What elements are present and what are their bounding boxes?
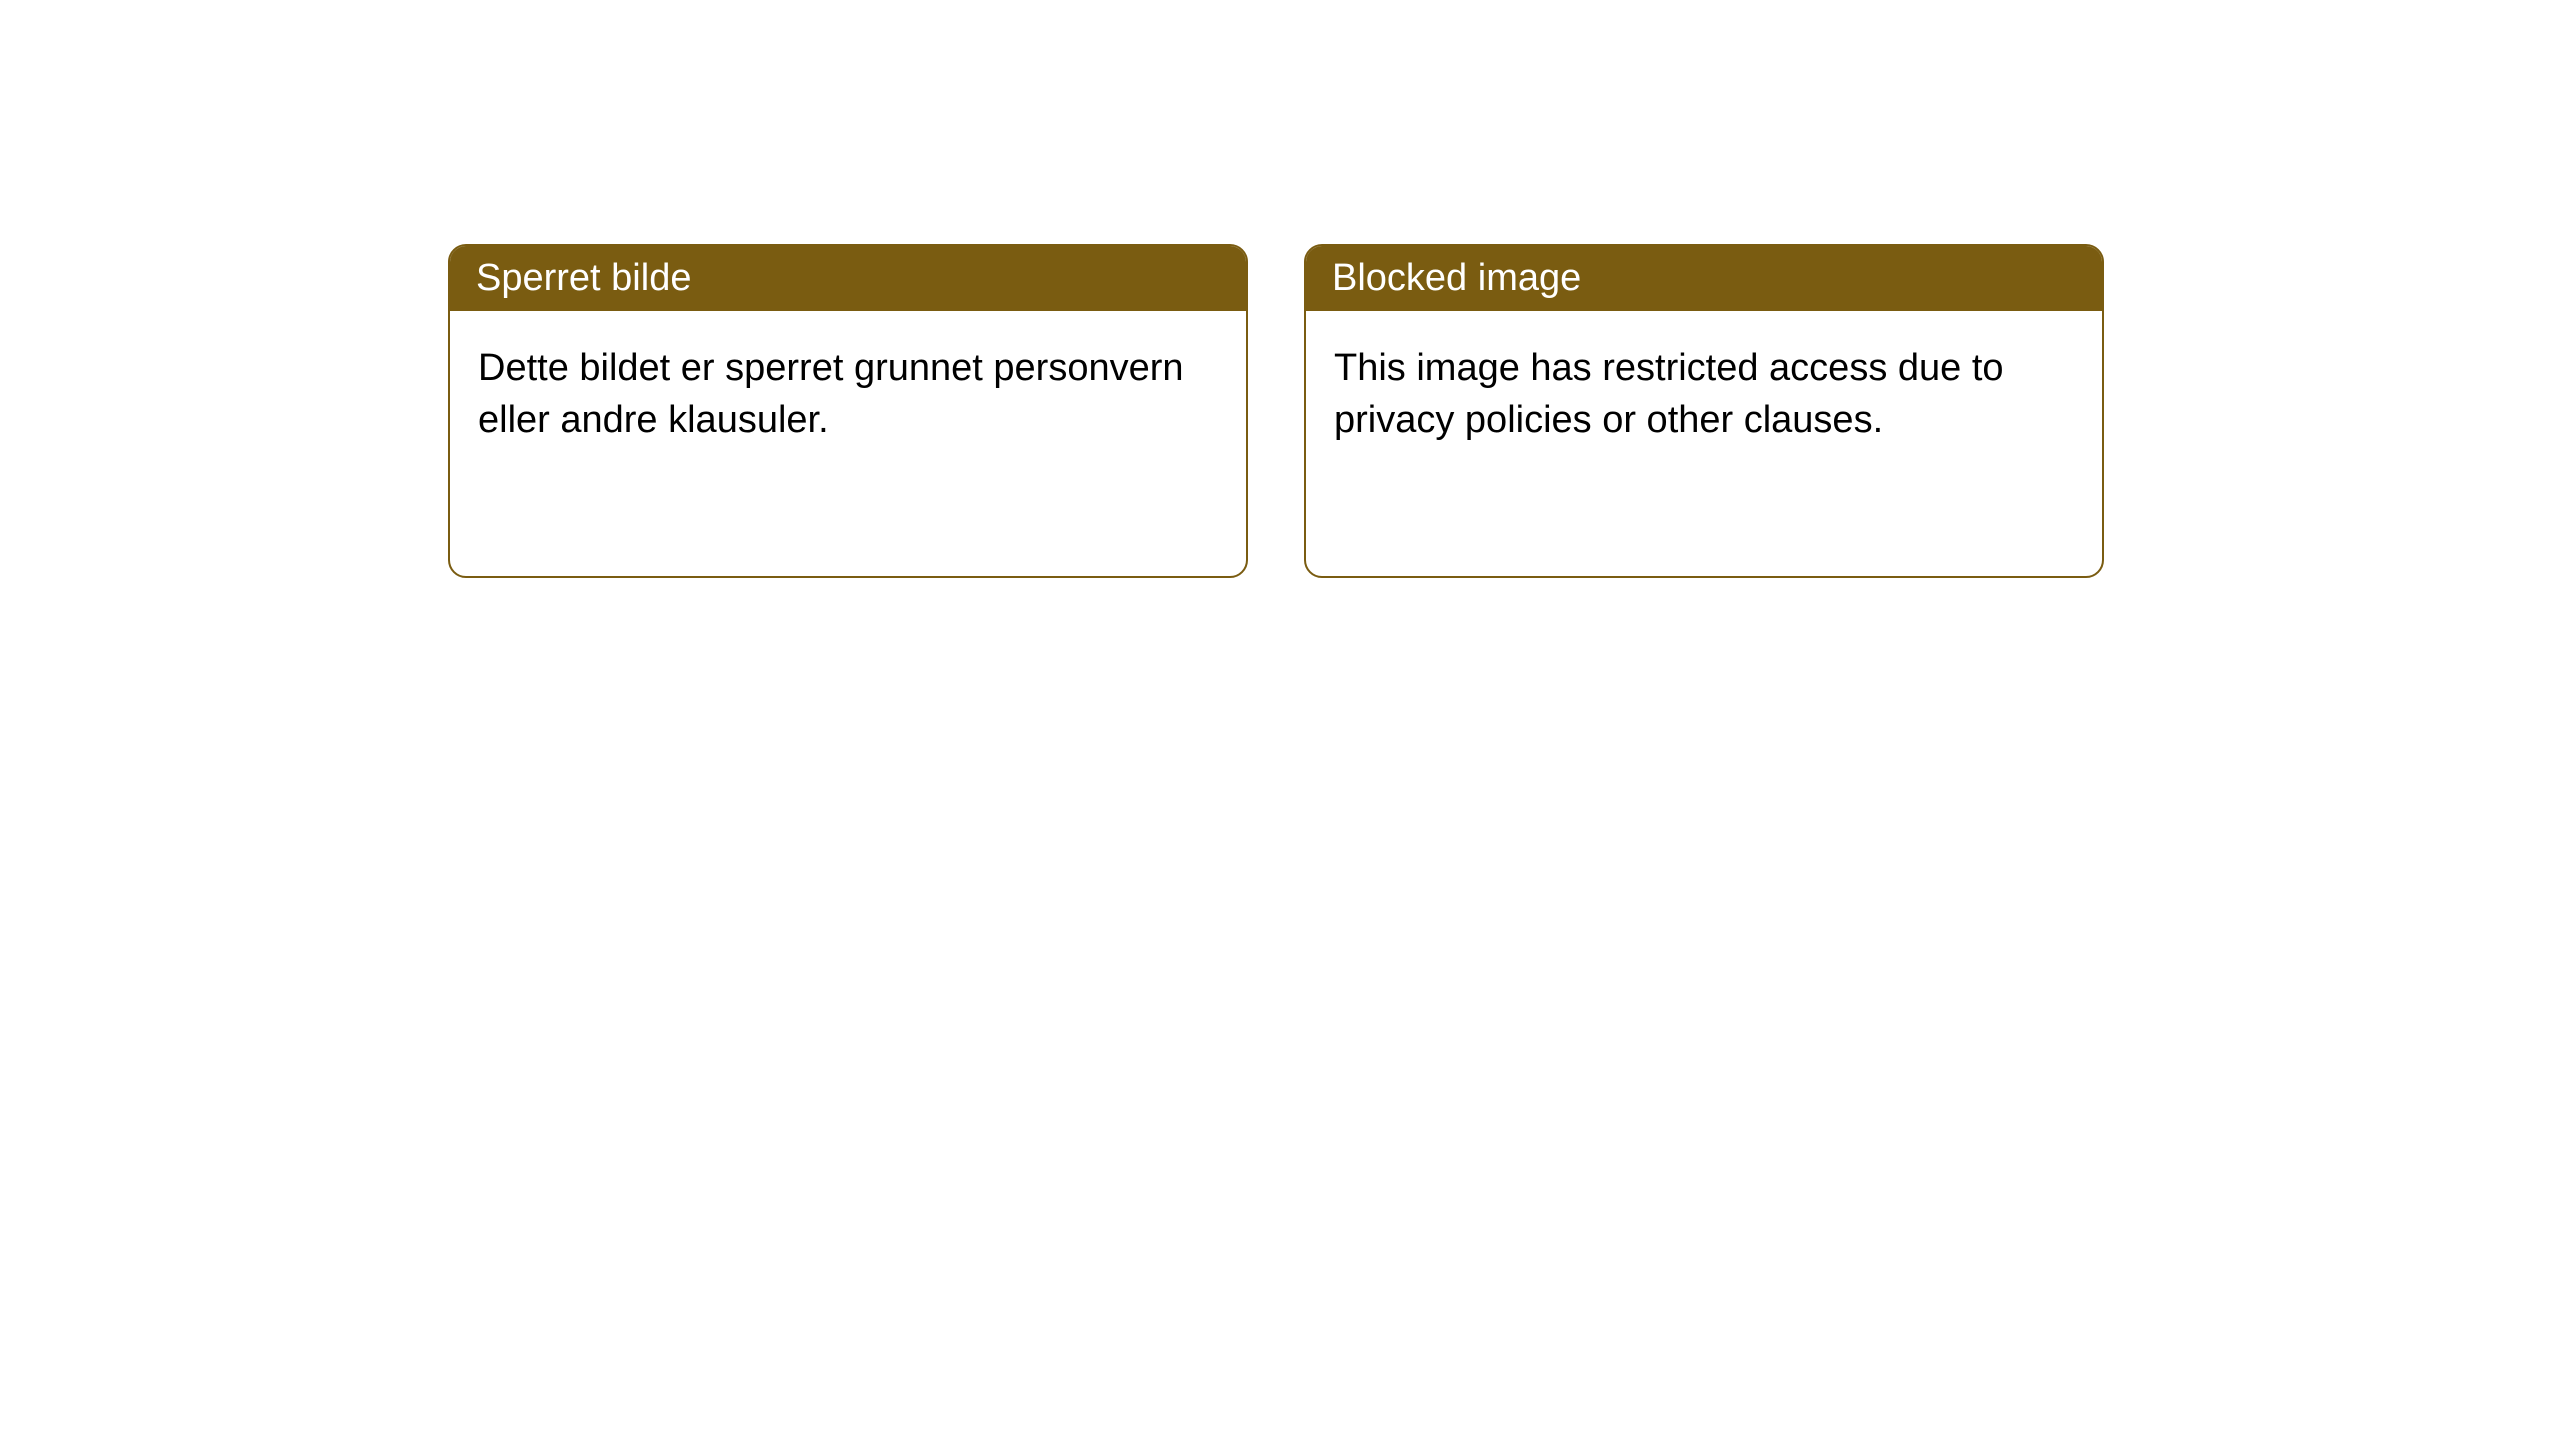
notice-title-english: Blocked image xyxy=(1306,246,2102,311)
notice-container: Sperret bilde Dette bildet er sperret gr… xyxy=(0,0,2560,578)
notice-body-english: This image has restricted access due to … xyxy=(1306,311,2102,478)
notice-body-norwegian: Dette bildet er sperret grunnet personve… xyxy=(450,311,1246,478)
notice-title-norwegian: Sperret bilde xyxy=(450,246,1246,311)
notice-box-english: Blocked image This image has restricted … xyxy=(1304,244,2104,578)
notice-box-norwegian: Sperret bilde Dette bildet er sperret gr… xyxy=(448,244,1248,578)
